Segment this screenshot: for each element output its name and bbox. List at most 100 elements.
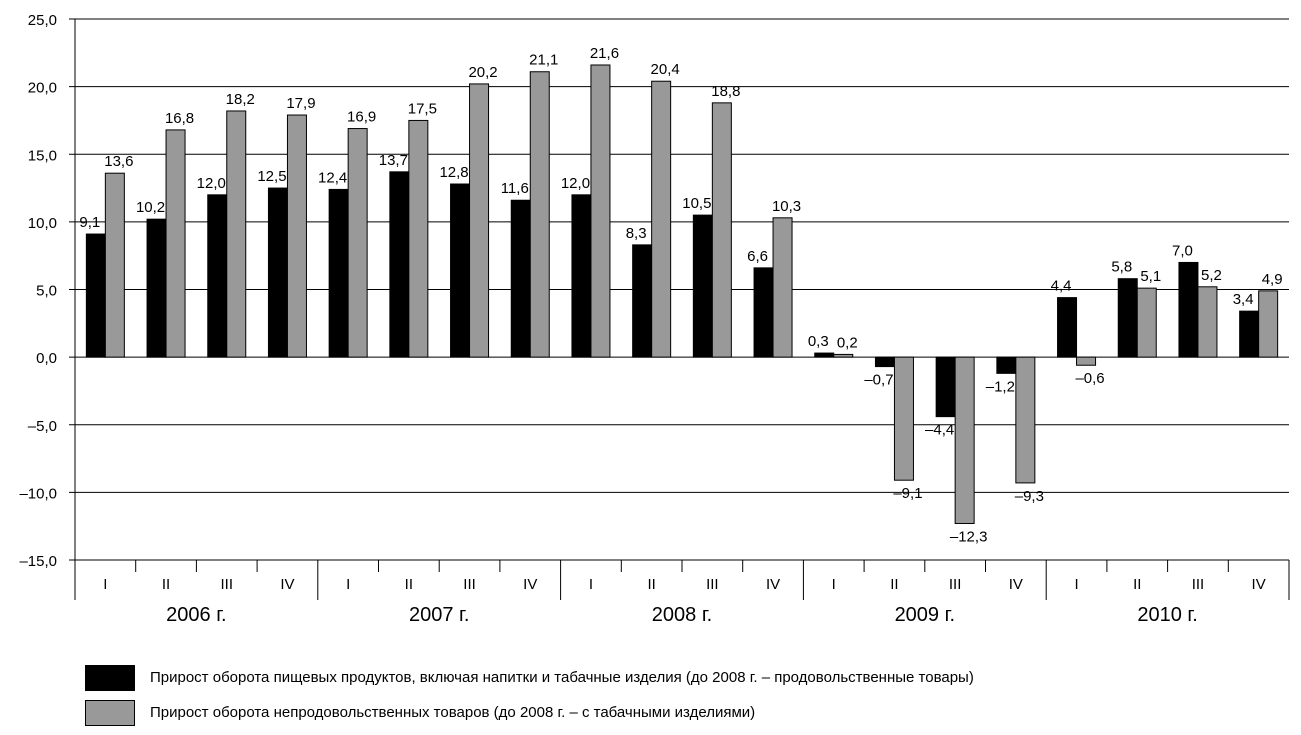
data-label: 5,8: [1111, 259, 1132, 276]
x-tick-label: I: [346, 576, 350, 593]
bar-nonfood: [529, 71, 550, 358]
year-label: 2009 г.: [895, 604, 955, 626]
data-label: 12,0: [197, 175, 226, 192]
x-tick-label: II: [1133, 576, 1141, 593]
data-label: 16,9: [347, 109, 376, 126]
x-tick-label: I: [589, 576, 593, 593]
x-tick-label: III: [1192, 576, 1205, 593]
data-label: 5,1: [1140, 268, 1161, 285]
bar-food: [935, 356, 956, 418]
x-tick-label: IV: [280, 576, 294, 593]
year-label: 2008 г.: [652, 604, 712, 626]
bar-food: [450, 183, 471, 358]
y-tick-label: 20,0: [28, 80, 57, 97]
data-label: 10,3: [772, 198, 801, 215]
data-label: 0,2: [837, 334, 858, 351]
bar-nonfood: [226, 110, 247, 358]
bar-nonfood: [772, 217, 793, 358]
bar-food: [267, 187, 288, 358]
bar-nonfood: [286, 114, 307, 358]
bar-food: [1057, 297, 1078, 358]
y-tick-label: 25,0: [28, 12, 57, 29]
y-tick-label: 0,0: [36, 350, 57, 367]
x-tick-label: IV: [1009, 576, 1023, 593]
x-tick-label: I: [103, 576, 107, 593]
bar-nonfood: [104, 172, 125, 358]
bar-chart: 25,0 20,0 15,0 10,0 5,0 0,0 –5,0 –10,0 –15,0 9,1 1…: [19, 12, 1290, 626]
bar-food: [207, 194, 228, 358]
y-tick-label: 15,0: [28, 147, 57, 164]
data-label: 10,5: [682, 195, 711, 212]
legend-label-nonfood: Прирост оборота непродовольственных това…: [150, 704, 756, 721]
data-label: –4,4: [925, 422, 954, 439]
y-tick-label: –15,0: [19, 553, 57, 570]
data-label: –1,2: [986, 378, 1015, 395]
bar-food: [814, 352, 835, 358]
data-label: 17,9: [286, 95, 315, 112]
x-tick-label: IV: [1252, 576, 1266, 593]
x-tick-label: III: [706, 576, 719, 593]
bar-food: [146, 218, 167, 358]
x-tick-label: II: [890, 576, 898, 593]
bar-food: [692, 214, 713, 358]
bar-food: [389, 171, 410, 358]
data-label: –9,3: [1015, 488, 1044, 505]
bar-nonfood: [954, 356, 975, 524]
x-tick-label: II: [405, 576, 413, 593]
data-label: 5,2: [1201, 267, 1222, 284]
y-tick-label: 10,0: [28, 215, 57, 232]
bar-food: [1178, 261, 1199, 358]
data-label: 0,3: [808, 333, 829, 350]
x-tick-label: IV: [766, 576, 780, 593]
data-label: –12,3: [950, 528, 988, 545]
data-label: 12,8: [439, 164, 468, 181]
bar-nonfood: [1076, 356, 1097, 366]
x-tick-label: III: [220, 576, 233, 593]
bar-nonfood: [347, 128, 368, 358]
bar-food: [85, 233, 106, 358]
bar-nonfood: [590, 64, 611, 358]
bar-nonfood: [469, 83, 490, 358]
data-label: 21,6: [590, 45, 619, 62]
x-tick-label: II: [647, 576, 655, 593]
data-label: 9,1: [79, 214, 100, 231]
bar-nonfood: [408, 119, 429, 358]
data-label: 13,6: [104, 153, 133, 170]
data-label: 8,3: [626, 225, 647, 242]
data-label: 13,7: [379, 152, 408, 169]
bar-nonfood: [893, 356, 914, 481]
legend-swatch-food: [85, 665, 135, 691]
data-label: –0,7: [864, 372, 893, 389]
bar-food: [753, 267, 774, 358]
legend-swatch-nonfood: [85, 700, 135, 726]
bar-food: [996, 356, 1017, 374]
bar-nonfood: [1258, 290, 1279, 358]
data-label: 6,6: [747, 248, 768, 265]
x-tick-label: IV: [523, 576, 537, 593]
bar-nonfood: [1136, 287, 1157, 358]
bar-nonfood: [833, 353, 854, 358]
data-label: 12,4: [318, 169, 347, 186]
year-label: 2010 г.: [1137, 604, 1197, 626]
x-tick-label: III: [949, 576, 962, 593]
bar-nonfood: [711, 102, 732, 358]
year-label: 2006 г.: [166, 604, 226, 626]
data-label: 7,0: [1172, 242, 1193, 259]
bar-food: [571, 194, 592, 358]
y-tick-label: –10,0: [19, 485, 57, 502]
y-tick-label: –5,0: [28, 418, 57, 435]
bar-nonfood: [165, 129, 186, 358]
bar-food: [1239, 310, 1260, 358]
data-label: 17,5: [408, 100, 437, 117]
x-tick-label: I: [832, 576, 836, 593]
data-label: 12,5: [257, 168, 286, 185]
data-label: 3,4: [1233, 291, 1254, 308]
data-label: 21,1: [529, 52, 558, 69]
data-label: 4,9: [1262, 271, 1283, 288]
data-label: 4,4: [1051, 278, 1072, 295]
data-label: –0,6: [1075, 370, 1104, 387]
legend-label-food: Прирост оборота пищевых продуктов, включ…: [150, 669, 974, 686]
bar-food: [510, 199, 531, 358]
bar-food: [1117, 278, 1138, 358]
bar-nonfood: [1197, 286, 1218, 358]
